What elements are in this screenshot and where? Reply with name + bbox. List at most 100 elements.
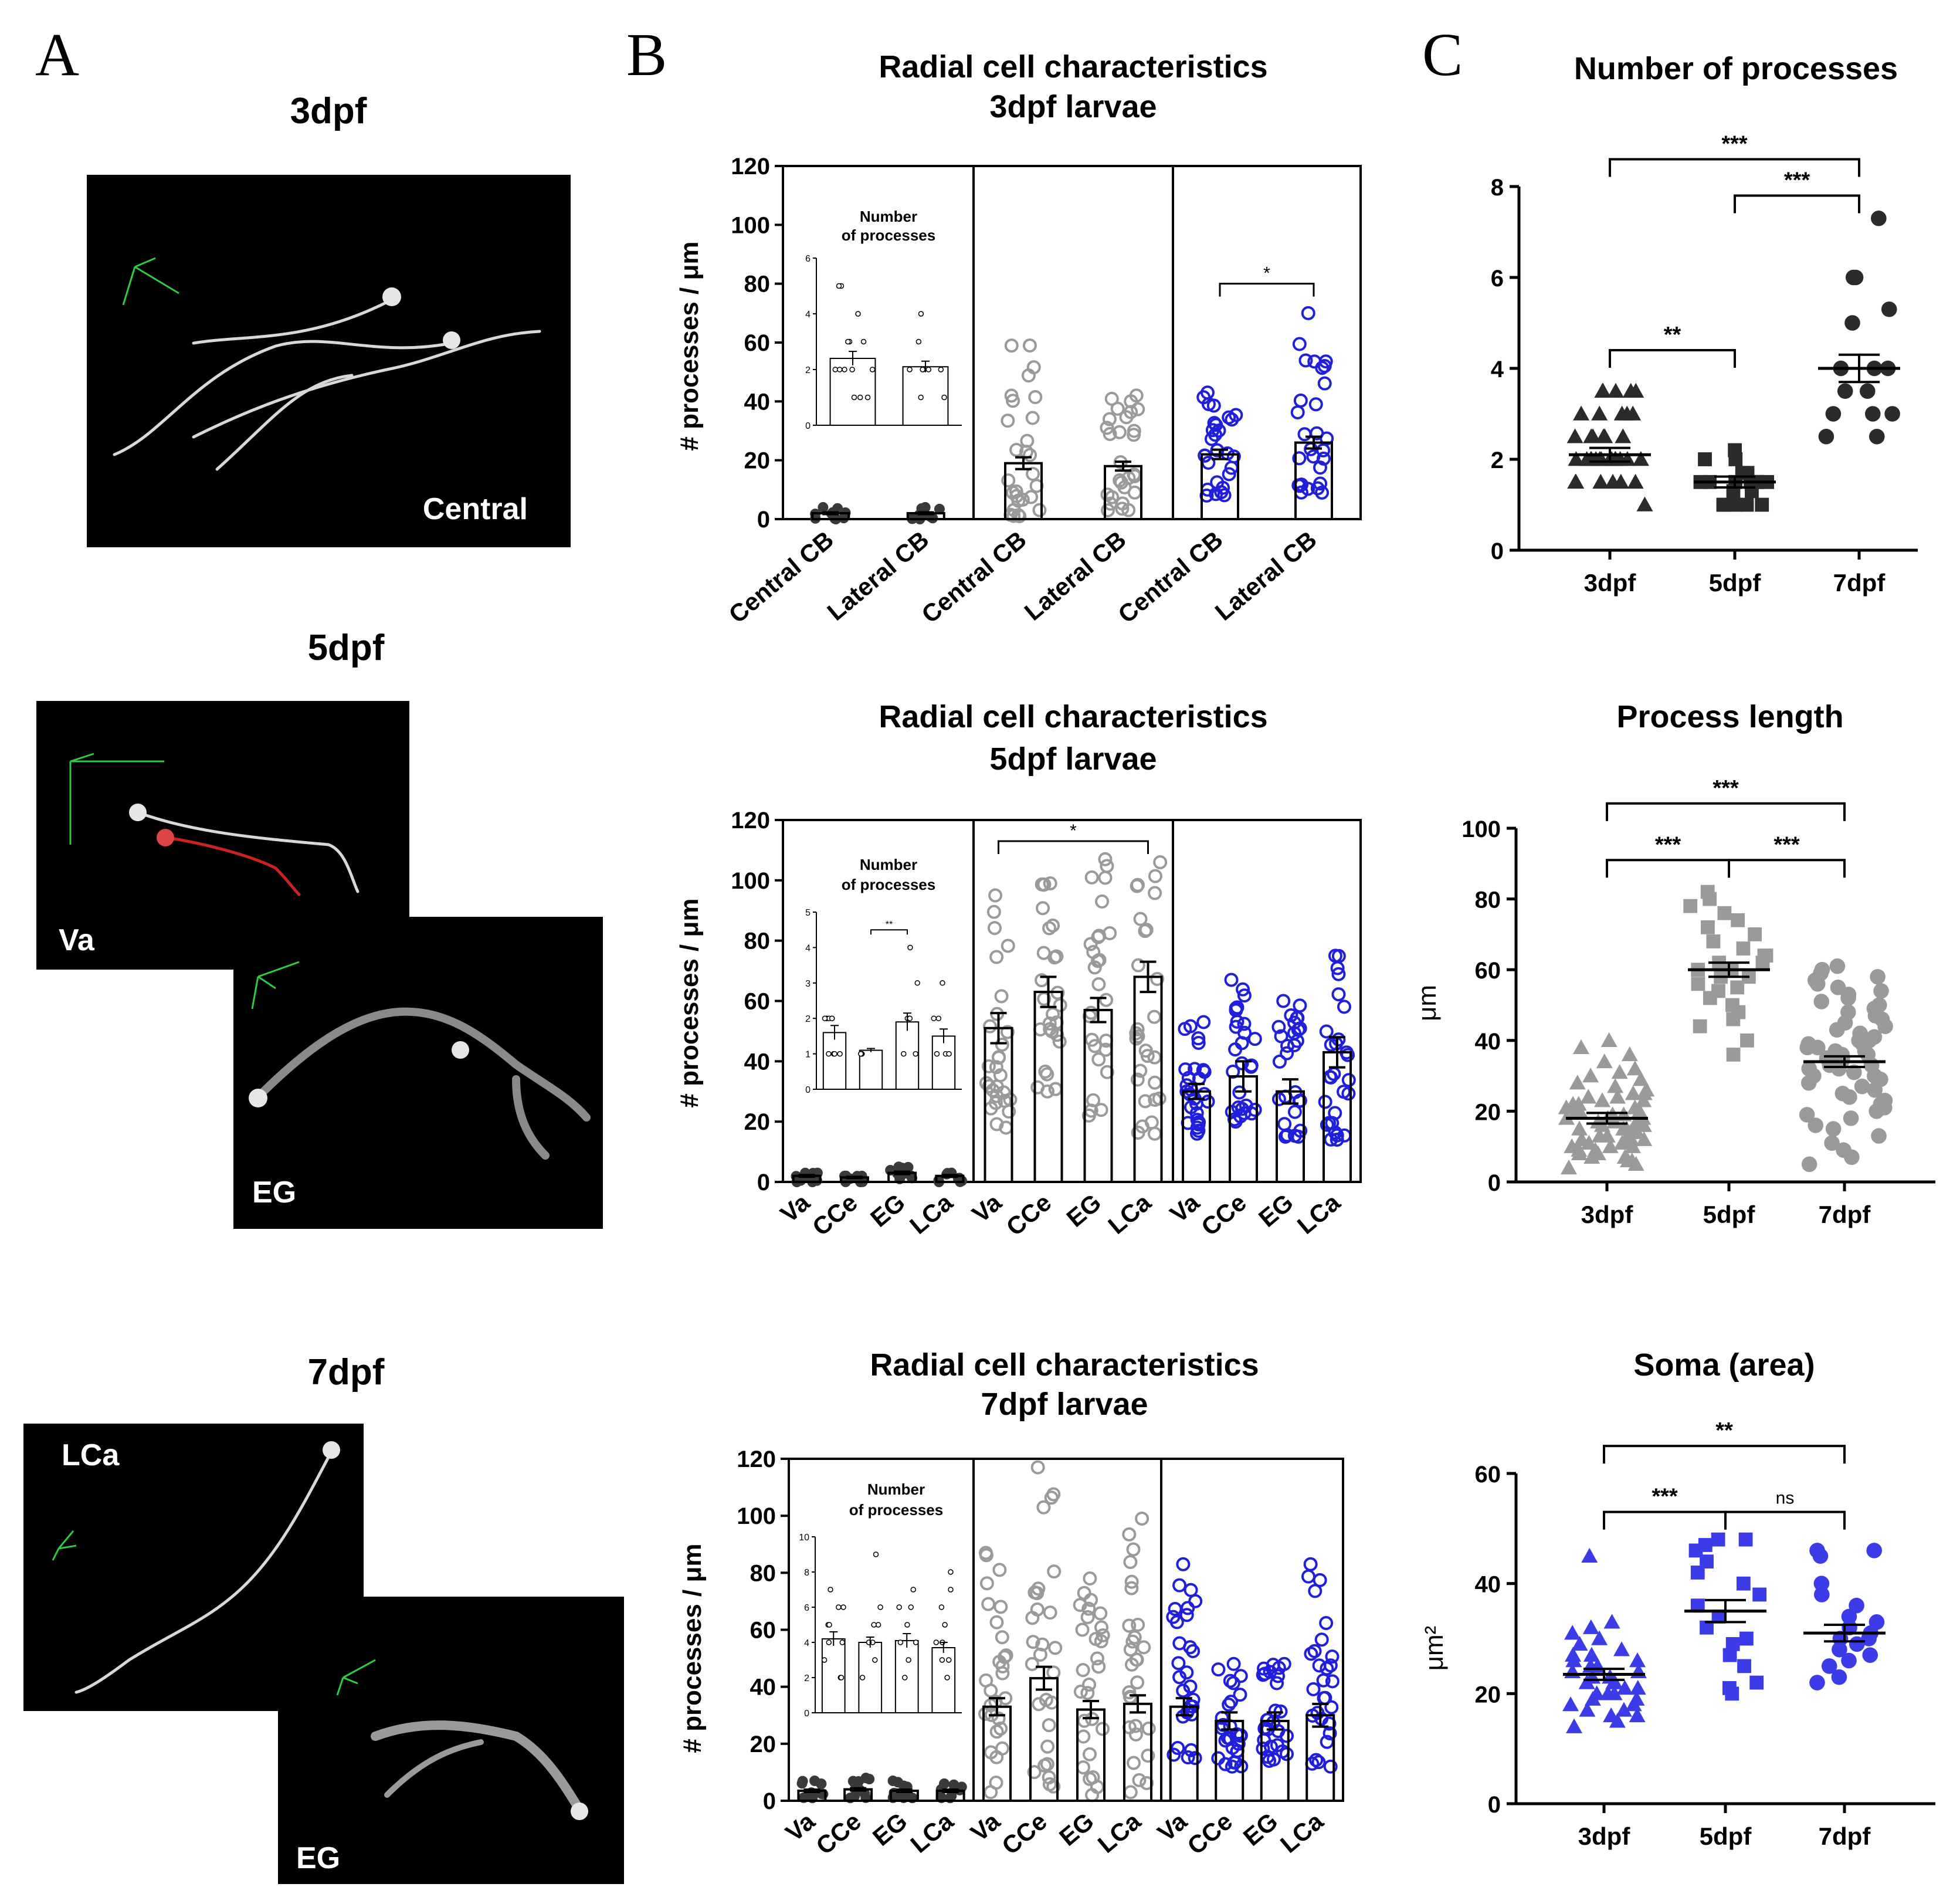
significance-label: *** <box>1655 832 1681 857</box>
x-tick-label: Lateral CB <box>1019 526 1131 626</box>
data-point-square <box>1693 1019 1707 1034</box>
stage-label-7dpf: 7dpf <box>308 1352 385 1393</box>
data-point <box>1222 410 1236 425</box>
data-point <box>1123 1689 1137 1704</box>
data-point <box>1222 467 1236 482</box>
y-tick-label: 40 <box>744 1049 771 1075</box>
data-point <box>1183 1019 1198 1034</box>
inset-point <box>901 1051 907 1057</box>
data-point <box>1247 1032 1262 1046</box>
data-point <box>1115 502 1130 516</box>
y-axis-label: μm <box>1413 985 1442 1021</box>
soma-marker <box>452 1041 469 1059</box>
data-point-circle <box>1843 1110 1859 1126</box>
data-point <box>1287 1129 1302 1143</box>
data-point <box>1094 1103 1108 1117</box>
data-point-triangle <box>1629 1679 1646 1695</box>
data-point-triangle <box>1565 1096 1582 1111</box>
data-point <box>1291 478 1306 493</box>
image-background <box>233 917 603 1229</box>
data-point <box>1222 1698 1236 1712</box>
data-point <box>1138 1044 1153 1058</box>
inset-point <box>945 1657 952 1663</box>
y-axis-label: # processes / μm <box>678 1543 707 1753</box>
data-point-circle <box>1871 997 1887 1013</box>
data-point <box>1025 1656 1039 1671</box>
data-point-circle <box>1837 383 1853 399</box>
data-point <box>1004 338 1019 353</box>
data-point <box>1091 1052 1106 1067</box>
data-point-triangle <box>1615 428 1632 443</box>
data-point <box>1096 1722 1110 1736</box>
x-tick-label: LCa <box>904 1188 958 1239</box>
data-point-triangle <box>1613 405 1630 421</box>
data-point <box>1006 394 1020 408</box>
data-point <box>994 989 1009 1004</box>
data-point-triangle <box>1628 1690 1645 1706</box>
inset-point <box>920 367 925 372</box>
image-eg-5dpf: EG <box>233 917 603 1229</box>
data-point-triangle <box>1636 496 1653 511</box>
data-point <box>1128 1719 1143 1733</box>
inset-point <box>860 338 867 345</box>
data-point <box>1184 1583 1198 1597</box>
significance-label: *** <box>1784 168 1810 193</box>
data-point <box>1026 1635 1040 1649</box>
data-point-square <box>1700 1620 1714 1635</box>
significance-label: ** <box>1664 323 1681 347</box>
chart-title: Radial cell characteristics <box>879 49 1267 84</box>
inset-bar <box>902 366 949 426</box>
data-point <box>1308 397 1323 412</box>
data-point-triangle <box>1573 1131 1590 1146</box>
data-point-triangle <box>1562 1696 1579 1712</box>
inset-y-tick-label: 0 <box>805 1085 811 1095</box>
data-point <box>1244 1058 1259 1073</box>
data-point-circle <box>1859 383 1876 399</box>
data-point-triangle <box>1616 1149 1633 1164</box>
data-point-triangle <box>1632 451 1649 466</box>
soma-marker <box>157 829 174 846</box>
data-point-circle <box>1871 1128 1887 1144</box>
inset-point <box>836 1604 842 1610</box>
inset-point <box>907 367 913 372</box>
y-tick-label: 0 <box>1488 1792 1501 1818</box>
inset-point <box>946 1051 952 1057</box>
soma-marker <box>443 331 460 349</box>
data-point <box>989 1117 1004 1131</box>
data-point <box>1076 1760 1091 1775</box>
y-tick-label: 40 <box>744 389 771 415</box>
y-tick-label: 0 <box>763 1788 776 1814</box>
y-tick-label: 100 <box>731 212 770 238</box>
data-point <box>1133 912 1148 926</box>
significance-bracket <box>1603 1510 1727 1530</box>
y-tick-label: 8 <box>1491 175 1504 201</box>
y-axis-label: μm² <box>1420 1626 1449 1671</box>
data-point <box>1006 509 1021 523</box>
data-point <box>1341 1073 1356 1087</box>
data-point <box>1271 1019 1286 1034</box>
inset-point <box>821 1657 828 1663</box>
data-point <box>1131 1617 1145 1632</box>
inset-point <box>925 367 931 372</box>
data-point <box>1124 1581 1139 1595</box>
data-point <box>1046 918 1060 933</box>
inset-title: Number <box>867 1480 925 1498</box>
inset-point <box>907 1015 913 1021</box>
inset-point <box>842 367 847 372</box>
data-point <box>1100 421 1114 435</box>
data-point-triangle <box>1566 428 1583 443</box>
data-point <box>1001 473 1016 487</box>
axis-gizmo-icon <box>251 961 300 1009</box>
y-tick-label: 80 <box>750 1560 776 1586</box>
data-point <box>1122 1527 1137 1542</box>
inset-point <box>858 1051 864 1057</box>
data-point <box>1301 306 1315 320</box>
inset-point <box>941 394 947 401</box>
data-point <box>1212 424 1226 438</box>
data-point-square <box>1731 913 1745 927</box>
data-point <box>1274 1029 1288 1044</box>
data-point-square <box>1730 980 1745 995</box>
inset-point <box>826 1639 832 1645</box>
data-point <box>1189 1106 1204 1120</box>
x-tick-label: LCa <box>1093 1807 1146 1858</box>
